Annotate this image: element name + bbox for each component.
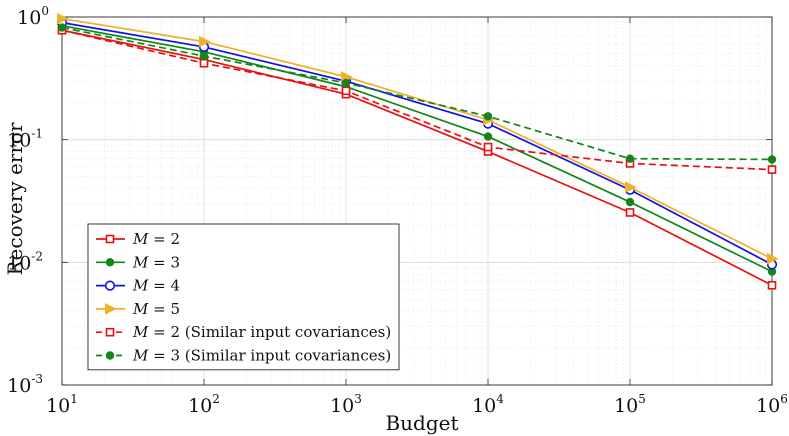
x-tick-label: 103 — [330, 392, 362, 417]
x-tick-label: 105 — [614, 392, 646, 417]
x-tick-label: 104 — [472, 392, 504, 417]
x-tick-label: 106 — [756, 392, 788, 417]
series-point — [767, 155, 777, 164]
legend-marker — [105, 327, 115, 337]
legend-entry: M = 4 — [96, 277, 180, 295]
legend-marker — [105, 351, 115, 360]
series-point — [767, 252, 779, 265]
series-line — [61, 17, 773, 260]
series-5 — [57, 25, 777, 174]
x-tick-label: 102 — [188, 392, 220, 417]
series-4 — [57, 12, 779, 265]
legend-entry: M = 2 (Similar input covariances) — [96, 323, 391, 341]
legend-label: M = 5 — [132, 300, 180, 318]
legend-marker — [105, 258, 115, 267]
y-tick-label: 10-1 — [7, 127, 43, 152]
y-tick-label: 10-2 — [7, 249, 43, 274]
series-line — [61, 29, 773, 171]
series-point — [483, 142, 493, 152]
series-point — [199, 58, 209, 68]
series-line — [61, 26, 773, 161]
x-axis-title: Budget — [385, 411, 458, 435]
series-point — [341, 78, 351, 88]
legend-entry: M = 5 — [96, 300, 180, 318]
legend-entry: M = 3 — [96, 253, 180, 271]
legend-label: M = 2 (Similar input covariances) — [132, 323, 391, 341]
series-line — [61, 21, 773, 266]
series-point — [767, 165, 777, 174]
series-point — [199, 35, 211, 48]
y-tick-label: 10-3 — [7, 372, 43, 397]
legend-label: M = 2 — [132, 230, 180, 248]
series-point — [57, 23, 67, 32]
series-line — [61, 29, 773, 287]
legend: M = 2 M = 3 M = 4 M = 5 M = 2 (Similar input… — [87, 223, 400, 371]
legend-label: M = 4 — [132, 277, 180, 295]
legend-box — [87, 223, 400, 371]
series-point — [57, 12, 69, 25]
legend-label: M = 3 (Similar input covariances) — [132, 347, 391, 365]
y-axis-title: Recovery error — [3, 122, 27, 275]
legend-entry: M = 3 (Similar input covariances) — [96, 347, 391, 365]
legend-marker — [105, 234, 115, 244]
series-point — [341, 86, 351, 96]
legend-label: M = 3 — [132, 253, 180, 271]
series-point — [625, 181, 637, 193]
series-line — [61, 24, 773, 273]
series-point — [625, 154, 635, 163]
legend-marker — [105, 303, 117, 315]
x-tick-label: 101 — [46, 392, 78, 417]
series-point — [483, 112, 493, 121]
series-point — [199, 51, 209, 61]
series-point — [483, 132, 493, 141]
series-point — [767, 280, 777, 290]
series-6 — [57, 23, 777, 164]
series-point — [625, 208, 635, 217]
series-point — [625, 197, 635, 207]
y-tick-label: 100 — [17, 4, 49, 29]
axes-frame — [61, 16, 773, 386]
legend-entry: M = 2 — [96, 230, 180, 248]
legend-marker — [104, 280, 116, 291]
